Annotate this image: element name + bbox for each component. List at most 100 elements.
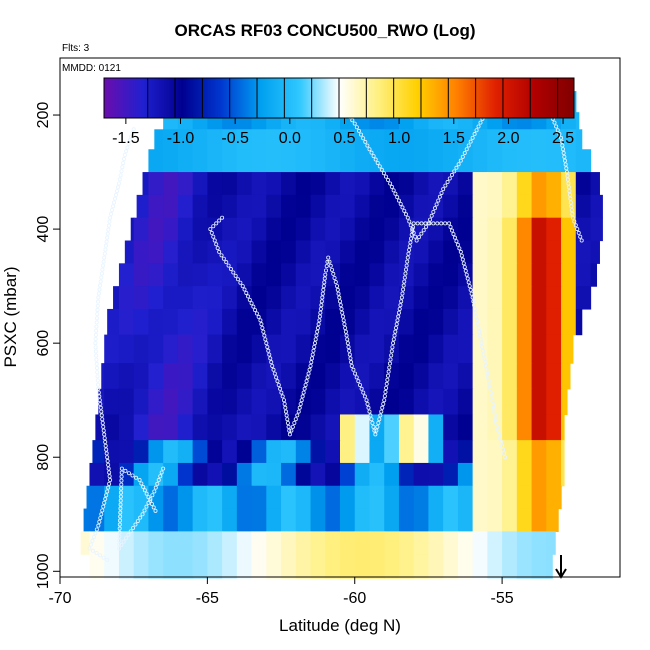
track-point (221, 256, 226, 261)
heatmap-cell (428, 240, 444, 264)
heatmap-cell (281, 194, 297, 219)
x-axis-label: Latitude (deg N) (279, 616, 401, 635)
track-point (214, 221, 219, 226)
heatmap-cell (325, 308, 341, 336)
heatmap-cell (266, 194, 282, 219)
heatmap-cell (177, 217, 194, 242)
heatmap-cell (177, 388, 194, 416)
heatmap-cell (192, 334, 208, 364)
track-point (118, 173, 123, 178)
track-point (348, 356, 353, 361)
heatmap-cell (163, 531, 179, 555)
heatmap-cell (124, 240, 135, 264)
track-point (113, 196, 118, 201)
heatmap-cell (502, 149, 518, 173)
heatmap-cell (502, 129, 518, 150)
heatmap-cell (369, 129, 385, 150)
heatmap-cell (546, 194, 562, 219)
track-point (131, 127, 136, 132)
heatmap-cell (251, 334, 267, 364)
x-tick-label: -60 (343, 590, 366, 607)
heatmap-cell (310, 440, 326, 464)
heatmap-cell (487, 194, 503, 219)
track-point (347, 348, 352, 353)
track-point (492, 413, 497, 418)
heatmap-cells (80, 91, 603, 579)
heatmap-cell (340, 554, 356, 579)
heatmap-cell (487, 172, 503, 196)
x-tick-label: -55 (491, 590, 514, 607)
track-point (150, 493, 155, 498)
heatmap-cell (575, 217, 592, 242)
track-point (126, 471, 131, 476)
heatmap-cell (192, 129, 208, 150)
track-point (96, 382, 101, 387)
track-point (87, 546, 92, 551)
heatmap-cell (487, 485, 503, 510)
heatmap-cell (325, 286, 341, 310)
heatmap-cell (295, 172, 312, 196)
track-point (331, 271, 336, 276)
heatmap-cell (413, 308, 430, 336)
track-point (474, 314, 479, 319)
track-point (434, 202, 439, 207)
heatmap-cell (340, 462, 356, 487)
track-point (383, 390, 388, 395)
track-point (570, 215, 575, 220)
heatmap-cell (266, 554, 282, 579)
heatmap-cell (413, 129, 430, 150)
track-point (464, 147, 469, 152)
heatmap-cell (428, 440, 444, 464)
heatmap-cell (398, 363, 415, 390)
heatmap-cell (354, 363, 371, 390)
heatmap-cell (222, 334, 238, 364)
track-point (319, 303, 324, 308)
heatmap-cell (369, 508, 385, 532)
track-point (356, 379, 361, 384)
heatmap-cell (354, 554, 371, 579)
heatmap-cell (266, 217, 282, 242)
heatmap-cell (222, 263, 238, 287)
heatmap-cell (502, 554, 518, 579)
track-point (460, 257, 465, 262)
track-point (107, 481, 112, 486)
track-point (343, 329, 348, 334)
heatmap-cell (354, 531, 371, 555)
heatmap-cell (192, 508, 208, 532)
track-point (96, 523, 101, 528)
track-point (397, 306, 402, 311)
heatmap-cell (207, 334, 223, 364)
heatmap-cell (398, 485, 415, 510)
heatmap-cell (384, 286, 400, 310)
track-point (441, 187, 446, 192)
track-point (419, 231, 424, 236)
heatmap-cell (575, 172, 592, 196)
track-point (372, 428, 377, 433)
heatmap-cell (281, 286, 297, 310)
track-point (393, 325, 398, 330)
heatmap-cell (295, 388, 312, 416)
heatmap-cell (472, 388, 488, 416)
track-point (117, 177, 122, 182)
track-point (109, 211, 114, 216)
colorbar-tick-label: 0.0 (279, 130, 301, 147)
heatmap-cell (281, 531, 297, 555)
heatmap-cell (472, 217, 488, 242)
track-point (94, 328, 99, 333)
heatmap-cell (398, 308, 415, 336)
heatmap-cell (340, 240, 356, 264)
track-point (161, 466, 166, 471)
heatmap-cell (118, 485, 135, 510)
heatmap-cell (295, 440, 312, 464)
track-point (564, 170, 569, 175)
track-point (253, 308, 258, 313)
heatmap-cell (546, 240, 562, 264)
track-point (318, 310, 323, 315)
heatmap-cell (207, 554, 223, 579)
track-point (468, 139, 473, 144)
track-point (220, 215, 225, 220)
track-point (307, 367, 312, 372)
track-point (297, 405, 302, 410)
track-point (156, 478, 161, 483)
track-point (566, 181, 571, 186)
